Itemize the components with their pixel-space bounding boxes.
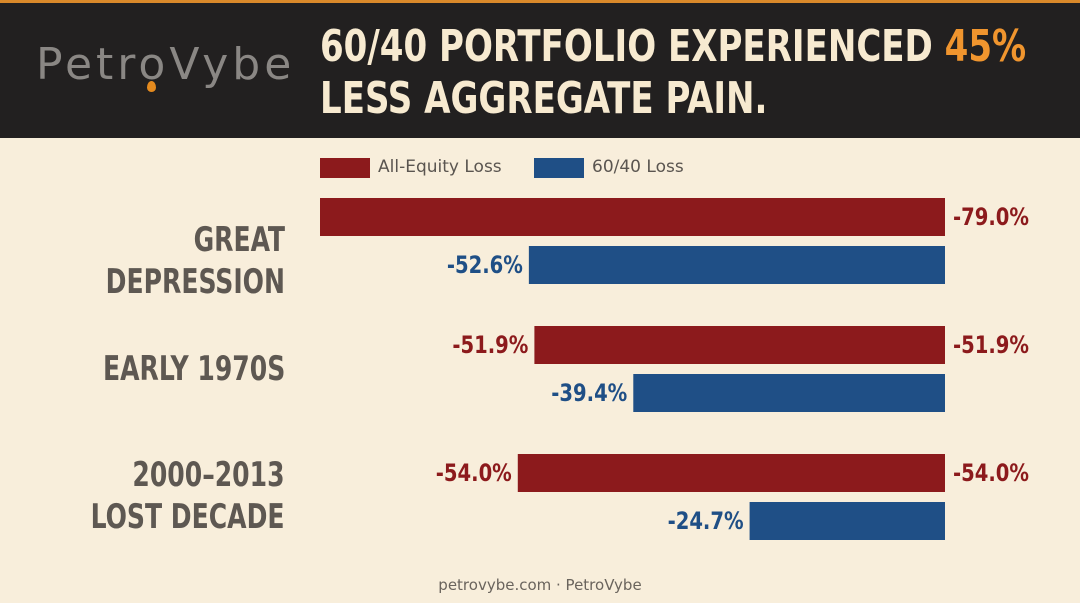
category-label-great-depression: Great Depression	[105, 220, 285, 302]
page-title: 60/40 Portfolio Experienced 45% Less Agg…	[320, 21, 1026, 125]
data-label-all-equity-loss-2000-2013-lost-decade: -54.0%	[436, 459, 512, 487]
category-label-early-1970s: Early 1970s	[102, 349, 285, 389]
data-label-60-40-loss-2000-2013-lost-decade: -24.7%	[668, 507, 744, 535]
bar-60-40-loss-early-1970s	[633, 374, 945, 412]
legend-label-sixty-forty: 60/40 Loss	[592, 157, 684, 177]
title-line2: Less Aggregate Pain.	[320, 73, 768, 124]
data-label-right-early-1970s: -51.9%	[953, 331, 1029, 359]
top-accent-line	[0, 0, 1080, 3]
header-banner: PetroVybe 60/40 Portfolio Experienced 45…	[0, 3, 1080, 138]
title-line1-prefix: 60/40 Portfolio Experienced	[320, 21, 945, 72]
data-label-60-40-loss-early-1970s: -39.4%	[551, 379, 627, 407]
oil-drop-icon	[147, 81, 156, 92]
legend-swatch-sixty-forty	[534, 158, 584, 178]
bar-all-equity-loss-early-1970s	[534, 326, 945, 364]
data-label-all-equity-loss-early-1970s: -51.9%	[452, 331, 528, 359]
legend-label-equity: All-Equity Loss	[378, 157, 502, 177]
data-label-all-equity-loss-great-depression: -79.0%	[953, 203, 1029, 231]
bar-all-equity-loss-2000-2013-lost-decade	[517, 454, 945, 492]
data-label-60-40-loss-great-depression: -52.6%	[447, 251, 523, 279]
title-accent: 45%	[944, 21, 1027, 72]
logo-text: PetroVybe	[36, 39, 296, 90]
data-label-right-2000-2013-lost-decade: -54.0%	[953, 459, 1029, 487]
bar-60-40-loss-2000-2013-lost-decade	[749, 502, 945, 540]
petrovybe-logo: PetroVybe	[36, 39, 296, 92]
legend-swatch-equity	[320, 158, 370, 178]
footer-credit: petrovybe.com · PetroVybe	[438, 576, 642, 594]
category-label-lost-decade: 2000–2013 Lost Decade	[91, 455, 285, 537]
bar-60-40-loss-great-depression	[528, 246, 945, 284]
bar-all-equity-loss-great-depression	[320, 198, 945, 236]
